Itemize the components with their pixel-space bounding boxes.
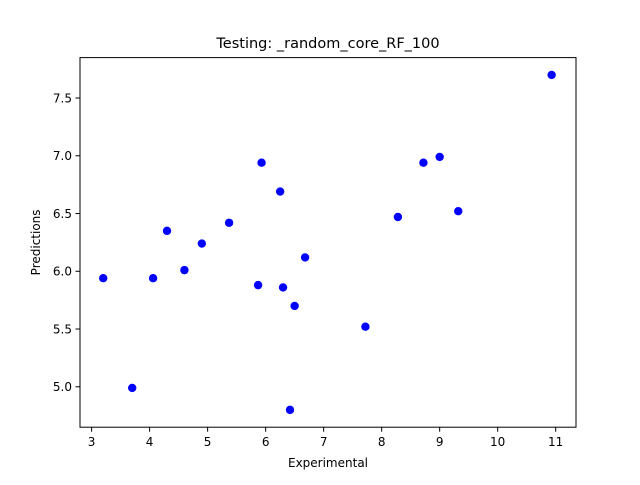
y-tick-label: 7.5 <box>53 91 72 105</box>
data-point <box>278 283 288 292</box>
data-point <box>300 253 310 262</box>
x-axis-ticks: 3 4 5 6 7 8 9 10 11 <box>88 427 563 449</box>
axes-frame <box>79 57 577 428</box>
data-point <box>393 212 403 222</box>
x-tick-label: 5 <box>204 435 212 449</box>
x-axis-label: Experimental <box>288 456 368 470</box>
data-point <box>435 152 444 162</box>
x-tick-label: 8 <box>378 435 386 449</box>
y-tick-label: 6.0 <box>53 265 72 279</box>
data-point <box>148 274 158 283</box>
data-point <box>224 218 234 227</box>
data-point <box>253 280 263 290</box>
data-point <box>197 239 207 248</box>
y-tick-label: 7.0 <box>53 149 72 163</box>
x-tick-label: 7 <box>320 435 328 449</box>
data-point <box>454 207 463 216</box>
data-point <box>257 158 266 167</box>
data-point <box>275 187 285 196</box>
data-point <box>162 226 172 236</box>
y-tick-label: 5.5 <box>53 322 72 336</box>
x-tick-label: 10 <box>490 435 505 449</box>
x-tick-label: 9 <box>436 435 444 449</box>
data-point <box>290 301 299 311</box>
x-tick-label: 11 <box>548 435 563 449</box>
data-point <box>285 405 295 415</box>
data-point <box>547 70 556 80</box>
points-layer <box>99 70 556 415</box>
data-point <box>128 383 137 393</box>
data-point <box>99 274 108 283</box>
y-axis-label: Predictions <box>29 209 43 275</box>
data-point <box>361 322 370 331</box>
data-point <box>419 158 428 167</box>
y-tick-label: 5.0 <box>53 380 72 394</box>
y-axis-ticks: 5.0 5.5 6.0 6.5 7.0 7.5 <box>53 91 80 394</box>
x-tick-label: 4 <box>146 435 154 449</box>
chart-title: Testing: _random_core_RF_100 <box>215 36 439 52</box>
data-point <box>180 265 189 275</box>
x-tick-label: 6 <box>262 435 270 449</box>
y-tick-label: 6.5 <box>53 207 72 221</box>
x-tick-label: 3 <box>88 435 96 449</box>
